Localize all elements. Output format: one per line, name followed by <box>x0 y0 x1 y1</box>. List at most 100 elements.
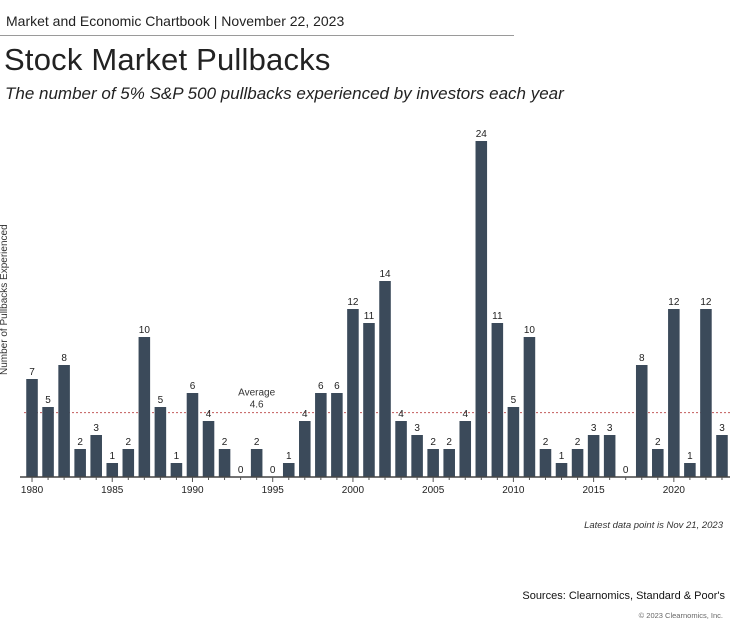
page-title: Stock Market Pullbacks <box>4 42 331 77</box>
value-label-2014: 2 <box>575 437 581 448</box>
value-label-1999: 6 <box>334 381 340 392</box>
bar-2023 <box>716 435 728 477</box>
bar-2005 <box>427 449 439 477</box>
bar-2013 <box>555 463 568 477</box>
value-label-2019: 2 <box>655 437 661 448</box>
value-label-1984: 3 <box>93 423 99 434</box>
y-axis-label: Number of Pullbacks Experienced <box>0 224 10 375</box>
value-label-2002: 14 <box>379 269 391 280</box>
bar-2016 <box>603 435 616 477</box>
value-label-2009: 11 <box>492 311 503 322</box>
value-label-2006: 2 <box>446 437 452 448</box>
bar-2008 <box>475 141 488 477</box>
value-label-2008: 24 <box>476 129 488 140</box>
value-label-1987: 10 <box>139 325 151 336</box>
average-label: Average <box>238 388 276 399</box>
value-label-2011: 10 <box>524 325 536 336</box>
value-label-1986: 2 <box>126 437 132 448</box>
latest-data-note: Latest data point is Nov 21, 2023 <box>584 520 723 531</box>
x-axis-group: 1980 1985 1990 1995 2000 2005 2010 2015 2020 <box>20 476 730 496</box>
bar-1987 <box>138 337 151 477</box>
x-tick-label-2010: 2010 <box>502 485 525 496</box>
bar-1997 <box>299 421 311 477</box>
bar-2006 <box>443 449 455 477</box>
y-axis-label-group: Number of Pullbacks Experienced <box>0 224 10 375</box>
value-label-2021: 1 <box>687 451 693 462</box>
bar-2015 <box>587 435 600 477</box>
value-label-2017: 0 <box>623 465 629 476</box>
value-label-1980: 7 <box>29 367 35 378</box>
bar-2010 <box>507 407 520 477</box>
value-label-1993: 0 <box>238 465 244 476</box>
value-label-2007: 4 <box>462 409 468 420</box>
value-label-2003: 4 <box>398 409 404 420</box>
bar-2002 <box>379 281 391 477</box>
value-label-2015: 3 <box>591 423 597 434</box>
value-label-2012: 2 <box>543 437 549 448</box>
copyright-note: © 2023 Clearnomics, Inc. <box>638 611 723 620</box>
chartbook-header: Market and Economic Chartbook | November… <box>6 13 345 29</box>
value-label-2018: 8 <box>639 353 645 364</box>
value-label-1992: 2 <box>222 437 228 448</box>
value-label-1988: 5 <box>158 395 164 406</box>
value-label-2005: 2 <box>430 437 436 448</box>
bar-2020 <box>668 309 680 477</box>
value-label-2023: 3 <box>719 423 725 434</box>
bar-1994 <box>250 449 263 477</box>
value-label-1991: 4 <box>206 409 212 420</box>
x-tick-label-2015: 2015 <box>582 485 605 496</box>
x-tick-label-2005: 2005 <box>422 485 445 496</box>
bar-2014 <box>571 449 584 477</box>
bar-2022 <box>700 309 712 477</box>
value-label-1994: 2 <box>254 437 260 448</box>
pullbacks-bar-chart: Number of Pullbacks Experienced Average4… <box>0 129 730 496</box>
bar-2012 <box>539 449 552 477</box>
bar-2001 <box>363 323 375 477</box>
sources-note: Sources: Clearnomics, Standard & Poor's <box>522 590 725 602</box>
x-tick-label-2000: 2000 <box>342 485 365 496</box>
page-subtitle: The number of 5% S&P 500 pullbacks exper… <box>5 84 564 103</box>
average-value-label: 4.6 <box>250 400 264 411</box>
value-label-1981: 5 <box>45 395 51 406</box>
value-label-2013: 1 <box>559 451 565 462</box>
bar-2009 <box>491 323 504 477</box>
value-label-2001: 11 <box>364 311 375 322</box>
bar-1985 <box>106 463 119 477</box>
value-label-2016: 3 <box>607 423 613 434</box>
bar-1990 <box>186 393 199 477</box>
bar-1988 <box>154 407 167 477</box>
bar-1980 <box>26 379 38 477</box>
value-label-1982: 8 <box>61 353 67 364</box>
bar-1989 <box>170 463 183 477</box>
bar-2004 <box>411 435 423 477</box>
value-label-1983: 2 <box>77 437 83 448</box>
bar-2021 <box>684 463 696 477</box>
bar-1992 <box>218 449 231 477</box>
bar-1996 <box>282 463 295 477</box>
value-label-1997: 4 <box>302 409 308 420</box>
value-label-1998: 6 <box>318 381 324 392</box>
value-label-1996: 1 <box>286 451 292 462</box>
value-label-1990: 6 <box>190 381 196 392</box>
bar-1982 <box>58 365 70 477</box>
bar-1983 <box>74 449 86 477</box>
bars-group <box>26 141 728 477</box>
value-label-1995: 0 <box>270 465 276 476</box>
bar-1984 <box>90 435 102 477</box>
x-tick-label-1980: 1980 <box>21 485 44 496</box>
bar-1991 <box>202 421 215 477</box>
value-label-2010: 5 <box>511 395 517 406</box>
x-tick-label-1985: 1985 <box>101 485 124 496</box>
value-label-2020: 12 <box>668 297 680 308</box>
bar-2018 <box>635 365 648 477</box>
value-label-2000: 12 <box>347 297 359 308</box>
x-tick-label-1990: 1990 <box>181 485 204 496</box>
bar-2003 <box>395 421 407 477</box>
value-label-1989: 1 <box>174 451 180 462</box>
value-label-1985: 1 <box>109 451 115 462</box>
bar-1981 <box>42 407 54 477</box>
bar-1986 <box>122 449 135 477</box>
bar-2019 <box>652 449 664 477</box>
